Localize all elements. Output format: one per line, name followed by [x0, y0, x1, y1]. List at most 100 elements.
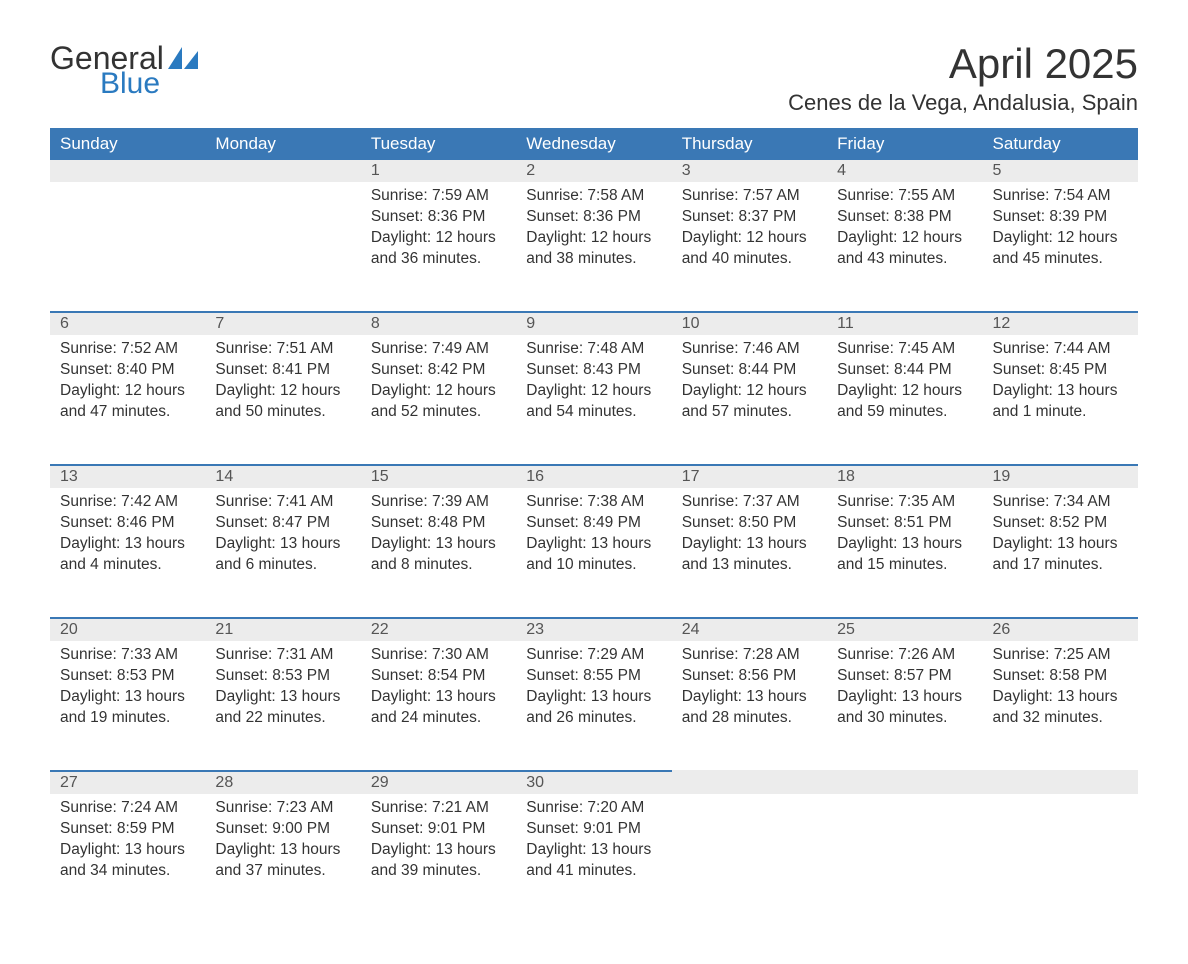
day-header-row: Sunday Monday Tuesday Wednesday Thursday… [50, 128, 1138, 160]
sunset-text: Sunset: 8:42 PM [371, 360, 506, 381]
week-row: Sunrise: 7:24 AMSunset: 8:59 PMDaylight:… [50, 794, 1138, 924]
daylight-text: and 41 minutes. [526, 861, 661, 882]
day-body-cell: Sunrise: 7:55 AMSunset: 8:38 PMDaylight:… [827, 182, 982, 312]
day-body-cell: Sunrise: 7:21 AMSunset: 9:01 PMDaylight:… [361, 794, 516, 924]
page-header: General Blue April 2025 Cenes de la Vega… [50, 40, 1138, 116]
sunrise-text: Sunrise: 7:24 AM [60, 798, 195, 819]
daylight-text: and 52 minutes. [371, 402, 506, 423]
sunrise-text: Sunrise: 7:57 AM [682, 186, 817, 207]
daylight-text: Daylight: 13 hours [526, 840, 661, 861]
sunset-text: Sunset: 8:39 PM [993, 207, 1128, 228]
sunrise-text: Sunrise: 7:29 AM [526, 645, 661, 666]
daynum-row: 27282930 [50, 771, 1138, 794]
day-body-cell: Sunrise: 7:29 AMSunset: 8:55 PMDaylight:… [516, 641, 671, 771]
day-header: Monday [205, 128, 360, 160]
day-body-cell: Sunrise: 7:48 AMSunset: 8:43 PMDaylight:… [516, 335, 671, 465]
daylight-text: and 13 minutes. [682, 555, 817, 576]
day-header: Wednesday [516, 128, 671, 160]
sunrise-text: Sunrise: 7:37 AM [682, 492, 817, 513]
day-body-cell: Sunrise: 7:26 AMSunset: 8:57 PMDaylight:… [827, 641, 982, 771]
day-body-cell [827, 794, 982, 924]
daylight-text: and 24 minutes. [371, 708, 506, 729]
day-body-cell: Sunrise: 7:54 AMSunset: 8:39 PMDaylight:… [983, 182, 1138, 312]
daylight-text: Daylight: 12 hours [682, 381, 817, 402]
daylight-text: and 50 minutes. [215, 402, 350, 423]
daylight-text: Daylight: 12 hours [371, 381, 506, 402]
daylight-text: and 15 minutes. [837, 555, 972, 576]
day-body-cell: Sunrise: 7:28 AMSunset: 8:56 PMDaylight:… [672, 641, 827, 771]
week-row: Sunrise: 7:42 AMSunset: 8:46 PMDaylight:… [50, 488, 1138, 618]
month-title: April 2025 [788, 40, 1138, 88]
day-body-cell: Sunrise: 7:45 AMSunset: 8:44 PMDaylight:… [827, 335, 982, 465]
day-body-cell [205, 182, 360, 312]
sunset-text: Sunset: 8:48 PM [371, 513, 506, 534]
day-number-cell: 30 [516, 771, 671, 794]
week-row: Sunrise: 7:52 AMSunset: 8:40 PMDaylight:… [50, 335, 1138, 465]
sunset-text: Sunset: 8:54 PM [371, 666, 506, 687]
day-number-cell: 1 [361, 160, 516, 182]
day-body-cell: Sunrise: 7:25 AMSunset: 8:58 PMDaylight:… [983, 641, 1138, 771]
daylight-text: Daylight: 13 hours [371, 534, 506, 555]
sunrise-text: Sunrise: 7:28 AM [682, 645, 817, 666]
daylight-text: Daylight: 13 hours [60, 534, 195, 555]
daylight-text: and 4 minutes. [60, 555, 195, 576]
sunset-text: Sunset: 8:43 PM [526, 360, 661, 381]
sunrise-text: Sunrise: 7:34 AM [993, 492, 1128, 513]
day-header: Sunday [50, 128, 205, 160]
day-number-cell: 12 [983, 312, 1138, 335]
sunset-text: Sunset: 8:44 PM [837, 360, 972, 381]
day-number-cell [205, 160, 360, 182]
sunrise-text: Sunrise: 7:23 AM [215, 798, 350, 819]
daylight-text: and 47 minutes. [60, 402, 195, 423]
day-number-cell: 24 [672, 618, 827, 641]
day-header: Friday [827, 128, 982, 160]
sunrise-text: Sunrise: 7:42 AM [60, 492, 195, 513]
day-number-cell: 11 [827, 312, 982, 335]
day-number-cell: 23 [516, 618, 671, 641]
day-body-cell: Sunrise: 7:30 AMSunset: 8:54 PMDaylight:… [361, 641, 516, 771]
daylight-text: Daylight: 13 hours [526, 534, 661, 555]
daylight-text: and 22 minutes. [215, 708, 350, 729]
daylight-text: Daylight: 13 hours [837, 687, 972, 708]
daylight-text: Daylight: 12 hours [60, 381, 195, 402]
daylight-text: Daylight: 13 hours [371, 840, 506, 861]
daylight-text: and 43 minutes. [837, 249, 972, 270]
day-body-cell: Sunrise: 7:31 AMSunset: 8:53 PMDaylight:… [205, 641, 360, 771]
day-number-cell: 16 [516, 465, 671, 488]
day-number-cell: 7 [205, 312, 360, 335]
day-number-cell: 17 [672, 465, 827, 488]
daylight-text: Daylight: 12 hours [526, 381, 661, 402]
day-body-cell: Sunrise: 7:24 AMSunset: 8:59 PMDaylight:… [50, 794, 205, 924]
day-number-cell: 21 [205, 618, 360, 641]
day-number-cell: 19 [983, 465, 1138, 488]
sunrise-text: Sunrise: 7:44 AM [993, 339, 1128, 360]
sunrise-text: Sunrise: 7:21 AM [371, 798, 506, 819]
daylight-text: Daylight: 12 hours [371, 228, 506, 249]
day-body-cell: Sunrise: 7:59 AMSunset: 8:36 PMDaylight:… [361, 182, 516, 312]
daylight-text: Daylight: 13 hours [993, 534, 1128, 555]
daylight-text: Daylight: 13 hours [60, 840, 195, 861]
week-row: Sunrise: 7:33 AMSunset: 8:53 PMDaylight:… [50, 641, 1138, 771]
daylight-text: Daylight: 12 hours [837, 228, 972, 249]
daylight-text: and 28 minutes. [682, 708, 817, 729]
daylight-text: Daylight: 13 hours [215, 687, 350, 708]
sunrise-text: Sunrise: 7:46 AM [682, 339, 817, 360]
day-body-cell [983, 794, 1138, 924]
day-number-cell [983, 771, 1138, 794]
day-number-cell: 26 [983, 618, 1138, 641]
sunset-text: Sunset: 8:45 PM [993, 360, 1128, 381]
day-body-cell: Sunrise: 7:20 AMSunset: 9:01 PMDaylight:… [516, 794, 671, 924]
sunrise-text: Sunrise: 7:20 AM [526, 798, 661, 819]
day-number-cell: 3 [672, 160, 827, 182]
sunrise-text: Sunrise: 7:38 AM [526, 492, 661, 513]
day-body-cell: Sunrise: 7:42 AMSunset: 8:46 PMDaylight:… [50, 488, 205, 618]
day-number-cell: 27 [50, 771, 205, 794]
day-number-cell: 13 [50, 465, 205, 488]
daylight-text: and 39 minutes. [371, 861, 506, 882]
day-number-cell: 15 [361, 465, 516, 488]
day-number-cell: 4 [827, 160, 982, 182]
day-body-cell: Sunrise: 7:35 AMSunset: 8:51 PMDaylight:… [827, 488, 982, 618]
sunrise-text: Sunrise: 7:54 AM [993, 186, 1128, 207]
day-number-cell: 28 [205, 771, 360, 794]
day-number-cell: 29 [361, 771, 516, 794]
